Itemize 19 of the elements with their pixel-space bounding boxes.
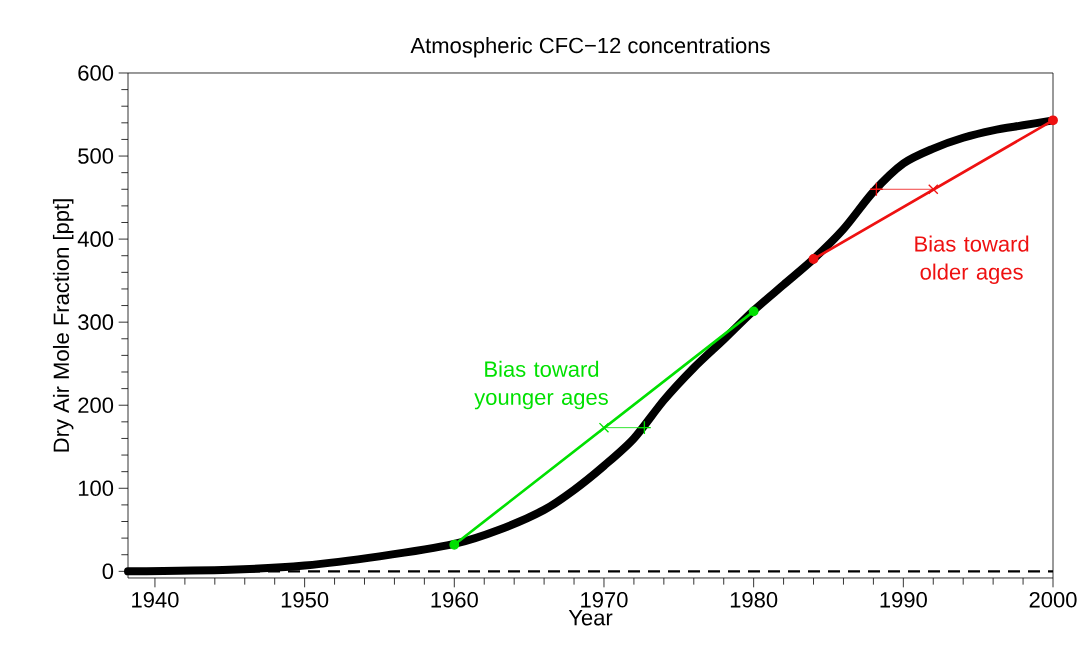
y-axis-title: Dry Air Mole Fraction [ppt]: [52, 199, 74, 452]
x-axis-title: Year: [568, 610, 613, 626]
annotation: Bias toward older ages: [915, 235, 1029, 285]
y-tick-label: 200: [78, 397, 114, 414]
annotation: Bias toward younger ages: [474, 360, 608, 410]
y-tick-label: 300: [78, 314, 114, 330]
x-tick-label: 1960: [431, 592, 478, 608]
chart-title: Atmospheric CFC−12 concentrations: [410, 37, 770, 58]
y-tick-label: 500: [78, 148, 114, 164]
y-tick-label: 0: [102, 563, 114, 580]
x-tick-label: 1980: [730, 592, 778, 608]
x-tick-label: 1940: [132, 592, 179, 608]
x-tick-label: 1950: [281, 592, 329, 608]
y-tick-label: 100: [78, 480, 114, 497]
x-tick-label: 1970: [581, 592, 628, 608]
x-tick-label: 1990: [880, 592, 927, 608]
y-tick-label: 600: [78, 65, 114, 81]
y-tick-label: 400: [77, 231, 114, 247]
x-tick-label: 2000: [1029, 592, 1077, 608]
